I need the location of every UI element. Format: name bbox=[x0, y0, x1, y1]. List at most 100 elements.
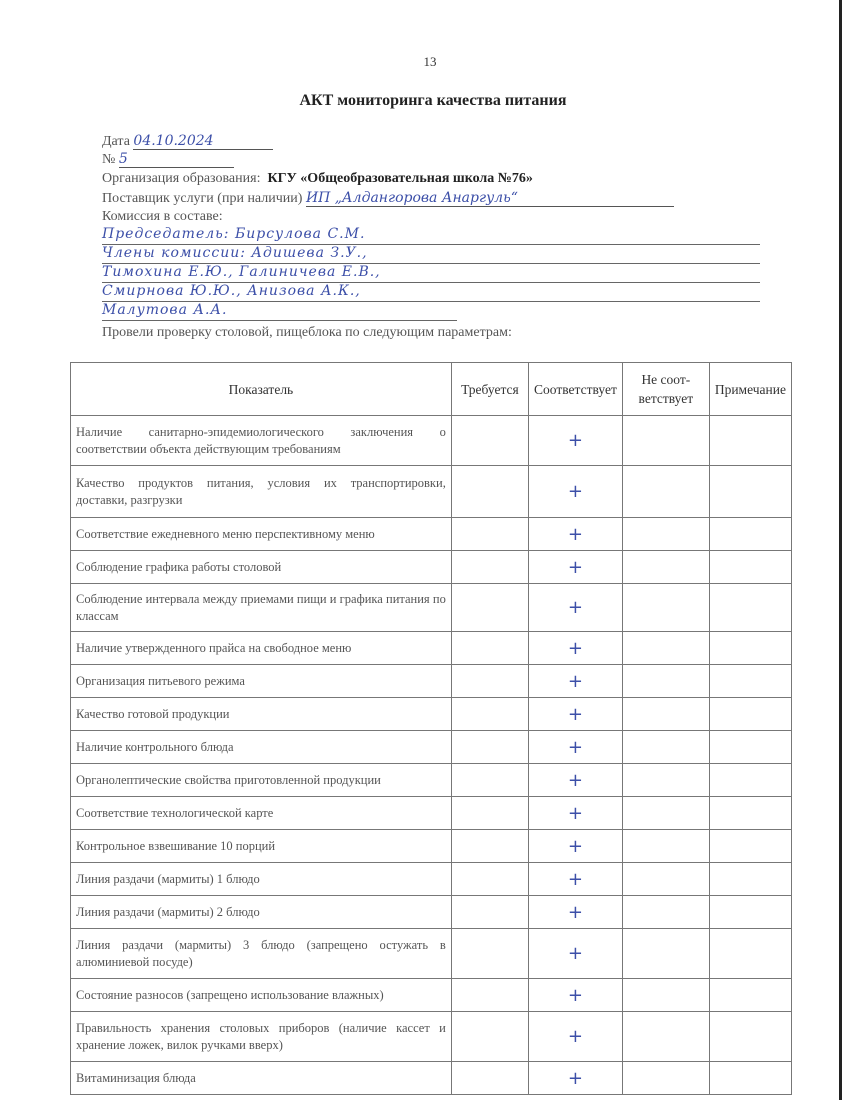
required-cell bbox=[450, 465, 530, 518]
noncompliant-cell bbox=[621, 1061, 710, 1095]
note-cell bbox=[708, 1011, 793, 1062]
indicator-cell: Соответствие технологической карте bbox=[70, 796, 452, 830]
page-number: 13 bbox=[423, 54, 437, 69]
commission-line: Смирнова Ю.Ю., Анизова А.К., bbox=[102, 283, 760, 302]
required-cell bbox=[450, 550, 530, 584]
date-value: 04.10.2024 bbox=[133, 133, 274, 150]
compliant-mark: + bbox=[528, 978, 623, 1012]
indicator-cell: Состояние разносов (запрещено использова… bbox=[70, 978, 452, 1012]
indicator-cell: Наличие утвержденного прайса на свободно… bbox=[70, 631, 452, 665]
noncompliant-cell bbox=[621, 763, 710, 797]
monitoring-table: Показатель Требуется Соответствует Не со… bbox=[70, 362, 793, 1095]
table-row: Состояние разносов (запрещено использова… bbox=[70, 978, 793, 1012]
number-label: № bbox=[102, 152, 116, 167]
indicator-cell: Линия раздачи (мармиты) 1 блюдо bbox=[70, 862, 452, 896]
noncompliant-cell bbox=[621, 928, 710, 979]
table-row: Линия раздачи (мармиты) 2 блюдо + bbox=[70, 895, 793, 929]
noncompliant-cell bbox=[621, 895, 710, 929]
required-cell bbox=[450, 928, 530, 979]
required-cell bbox=[450, 517, 530, 551]
indicator-cell: Соблюдение интервала между приемами пищи… bbox=[70, 583, 452, 632]
compliant-mark: + bbox=[528, 730, 623, 764]
indicator-cell: Качество продуктов питания, условия их т… bbox=[70, 465, 452, 518]
commission-line: Председатель: Бирсулова С.М. bbox=[102, 226, 760, 245]
note-cell bbox=[708, 1061, 793, 1095]
supplier-line: Поставщик услуги (при наличии) ИП „Алдан… bbox=[102, 190, 674, 207]
indicator-cell: Наличие санитарно-эпидемиологического за… bbox=[70, 415, 452, 466]
indicator-cell: Органолептические свойства приготовленно… bbox=[70, 763, 452, 797]
table-row: Соответствие технологической карте + bbox=[70, 796, 793, 830]
required-cell bbox=[450, 583, 530, 632]
date-label: Дата bbox=[102, 134, 130, 149]
header-noncompliant: Не соот-ветствует bbox=[621, 362, 710, 416]
compliant-mark: + bbox=[528, 415, 623, 466]
header-indicator: Показатель bbox=[70, 362, 452, 416]
required-cell bbox=[450, 631, 530, 665]
indicator-cell: Наличие контрольного блюда bbox=[70, 730, 452, 764]
compliant-mark: + bbox=[528, 583, 623, 632]
required-cell bbox=[450, 730, 530, 764]
note-cell bbox=[708, 730, 793, 764]
note-cell bbox=[708, 697, 793, 731]
required-cell bbox=[450, 697, 530, 731]
compliant-mark: + bbox=[528, 862, 623, 896]
required-cell bbox=[450, 796, 530, 830]
noncompliant-cell bbox=[621, 415, 710, 466]
note-cell bbox=[708, 895, 793, 929]
compliant-mark: + bbox=[528, 829, 623, 863]
table-row: Правильность хранения столовых приборов … bbox=[70, 1011, 793, 1062]
compliant-mark: + bbox=[528, 550, 623, 584]
compliant-mark: + bbox=[528, 1011, 623, 1062]
noncompliant-cell bbox=[621, 796, 710, 830]
note-cell bbox=[708, 763, 793, 797]
indicator-cell: Соблюдение графика работы столовой bbox=[70, 550, 452, 584]
indicator-cell: Линия раздачи (мармиты) 3 блюдо (запреще… bbox=[70, 928, 452, 979]
header-required: Требуется bbox=[450, 362, 530, 416]
compliant-mark: + bbox=[528, 763, 623, 797]
compliant-mark: + bbox=[528, 1061, 623, 1095]
noncompliant-cell bbox=[621, 583, 710, 632]
noncompliant-cell bbox=[621, 465, 710, 518]
table-row: Органолептические свойства приготовленно… bbox=[70, 763, 793, 797]
noncompliant-cell bbox=[621, 697, 710, 731]
compliant-mark: + bbox=[528, 697, 623, 731]
indicator-cell: Контрольное взвешивание 10 порций bbox=[70, 829, 452, 863]
note-cell bbox=[708, 465, 793, 518]
compliant-mark: + bbox=[528, 664, 623, 698]
required-cell bbox=[450, 763, 530, 797]
table-row: Организация питьевого режима + bbox=[70, 664, 793, 698]
compliant-mark: + bbox=[528, 631, 623, 665]
required-cell bbox=[450, 1061, 530, 1095]
commission-line: Тимохина Е.Ю., Галиничева Е.В., bbox=[102, 264, 760, 283]
table-row: Наличие санитарно-эпидемиологического за… bbox=[70, 415, 793, 466]
table-row: Соблюдение графика работы столовой + bbox=[70, 550, 793, 584]
compliant-mark: + bbox=[528, 895, 623, 929]
required-cell bbox=[450, 664, 530, 698]
noncompliant-cell bbox=[621, 550, 710, 584]
commission-line: Малутова А.А. bbox=[102, 302, 457, 321]
check-intro: Провели проверку столовой, пищеблока по … bbox=[102, 325, 512, 340]
org-line: Организация образования: КГУ «Общеобразо… bbox=[102, 171, 533, 187]
indicator-cell: Линия раздачи (мармиты) 2 блюдо bbox=[70, 895, 452, 929]
indicator-cell: Соответствие ежедневного меню перспектив… bbox=[70, 517, 452, 551]
note-cell bbox=[708, 796, 793, 830]
note-cell bbox=[708, 415, 793, 466]
note-cell bbox=[708, 829, 793, 863]
required-cell bbox=[450, 829, 530, 863]
commission-line: Члены комиссии: Адишева З.У., bbox=[102, 245, 760, 264]
table-row: Линия раздачи (мармиты) 3 блюдо (запреще… bbox=[70, 928, 793, 979]
indicator-cell: Витаминизация блюда bbox=[70, 1061, 452, 1095]
required-cell bbox=[450, 862, 530, 896]
compliant-mark: + bbox=[528, 928, 623, 979]
header-note: Примечание bbox=[708, 362, 793, 416]
noncompliant-cell bbox=[621, 664, 710, 698]
indicator-cell: Организация питьевого режима bbox=[70, 664, 452, 698]
note-cell bbox=[708, 862, 793, 896]
noncompliant-cell bbox=[621, 978, 710, 1012]
note-cell bbox=[708, 517, 793, 551]
note-cell bbox=[708, 550, 793, 584]
date-line: Дата 04.10.2024 bbox=[102, 133, 274, 150]
table-row: Качество продуктов питания, условия их т… bbox=[70, 465, 793, 518]
compliant-mark: + bbox=[528, 517, 623, 551]
required-cell bbox=[450, 895, 530, 929]
